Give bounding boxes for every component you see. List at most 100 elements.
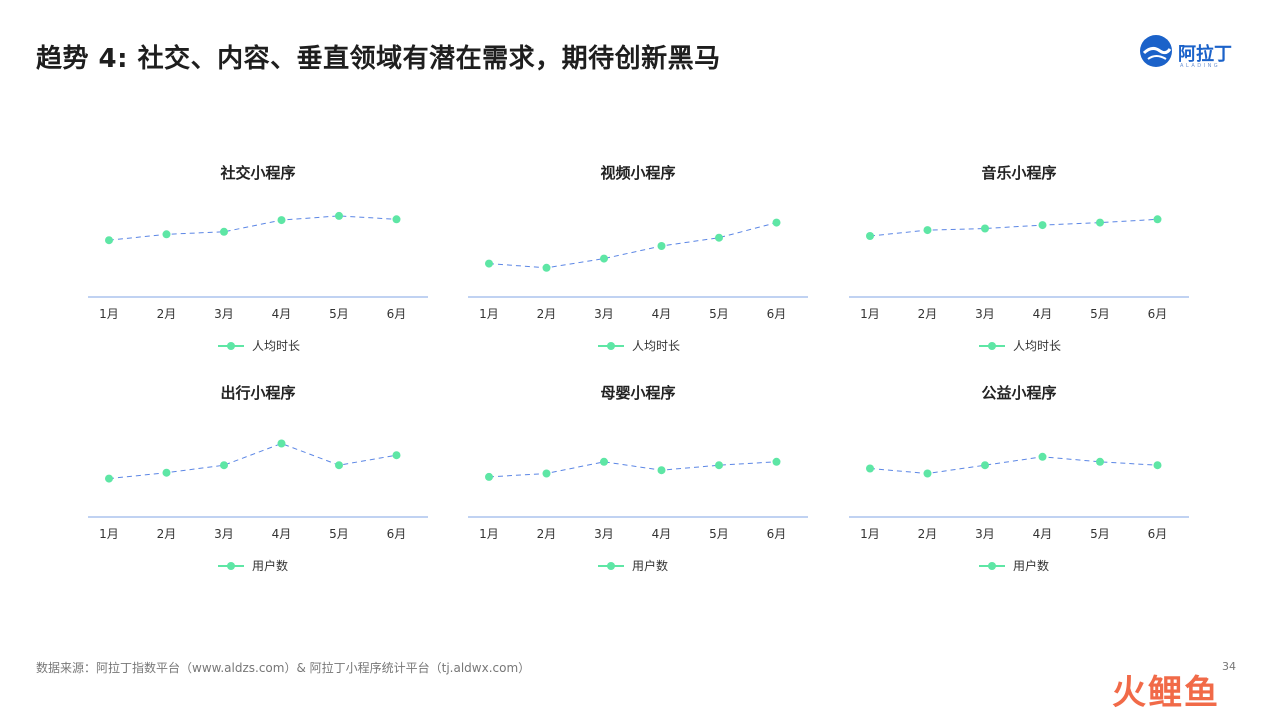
x-tick-label: 2月 [537,527,557,541]
watermark: 火鲤鱼 [1112,673,1220,713]
data-point [1096,457,1104,466]
data-point [600,254,608,263]
legend-label: 用户数 [1013,558,1049,573]
x-tick-label: 5月 [709,307,729,321]
logo-text: 阿拉丁 [1178,44,1232,65]
x-tick-label: 2月 [157,527,177,541]
data-point [542,263,551,272]
legend-marker [607,562,615,570]
data-point [105,236,113,245]
page-title: 趋势 4: 社交、内容、垂直领域有潜在需求，期待创新黑马 [36,44,721,74]
data-point [715,233,723,242]
series-line [108,442,397,480]
x-tick-label: 3月 [975,307,995,321]
data-point [162,230,171,239]
data-point [657,242,666,250]
x-tick-label: 4月 [652,527,672,541]
data-point [277,216,286,225]
x-tick-label: 1月 [99,307,119,321]
data-point [772,218,781,227]
data-point [657,466,666,475]
data-point [277,439,286,448]
data-point [220,227,228,236]
legend-marker [607,342,615,350]
data-point [923,226,932,235]
chart-title: 视频小程序 [600,164,675,182]
x-tick-label: 6月 [1148,527,1168,541]
data-source-note: 数据来源：阿拉丁指数平台（www.aldzs.com）& 阿拉丁小程序统计平台（… [36,661,531,675]
data-point [162,468,171,477]
data-point [485,472,493,481]
x-tick-label: 4月 [652,307,672,321]
legend-label: 用户数 [632,558,668,573]
chart-title: 母婴小程序 [600,384,675,402]
legend-label: 人均时长 [1013,339,1061,353]
x-tick-label: 4月 [272,307,292,321]
x-tick-label: 3月 [214,527,234,541]
x-tick-label: 3月 [594,307,614,321]
x-tick-label: 5月 [709,527,729,541]
page-number: 34 [1222,660,1236,673]
chart-panel: 公益小程序 1月 2月 3月 4月 5月 6月 用户数 [849,370,1229,590]
data-point [1153,461,1162,470]
legend-marker [227,562,235,570]
chart-panel: 音乐小程序 1月 2月 3月 4月 5月 6月 人均时长 [849,150,1229,370]
x-tick-label: 3月 [214,307,234,321]
chart-title: 社交小程序 [219,164,295,182]
x-tick-label: 4月 [1033,307,1053,321]
x-tick-label: 6月 [767,307,787,321]
aladdin-logo: 阿拉丁 ALADING [1138,33,1248,73]
legend-label: 人均时长 [632,339,680,353]
series-line [488,222,777,269]
data-point [981,461,989,470]
chart-panel: 社交小程序 1月 2月 3月 4月 5月 6月 人均时长 [88,150,468,370]
x-tick-label: 6月 [767,527,787,541]
x-tick-label: 4月 [1033,527,1053,541]
chart-panel: 母婴小程序 1月 2月 3月 4月 5月 6月 用户数 [468,370,848,590]
series-line [869,218,1158,237]
x-tick-label: 1月 [479,527,499,541]
series-line [488,461,777,478]
legend-label: 人均时长 [252,339,300,353]
data-point [923,469,932,478]
x-tick-label: 2月 [537,307,557,321]
x-tick-label: 2月 [918,527,938,541]
x-tick-label: 6月 [387,527,407,541]
data-point [335,211,343,220]
legend-label: 用户数 [252,558,288,573]
legend-marker [227,342,235,350]
data-point [392,215,401,224]
data-point [1038,452,1047,461]
x-tick-label: 4月 [272,527,292,541]
data-point [105,474,113,483]
data-point [866,464,874,473]
chart-title: 音乐小程序 [981,164,1056,182]
data-point [542,469,551,478]
x-tick-label: 1月 [479,307,499,321]
data-point [981,224,989,233]
data-point [1038,221,1047,230]
legend-marker [988,562,996,570]
x-tick-label: 2月 [918,307,938,321]
data-point [772,457,781,466]
logo-subtext: ALADING [1180,63,1221,69]
x-tick-label: 5月 [1090,307,1110,321]
x-tick-label: 3月 [975,527,995,541]
chart-title: 公益小程序 [981,384,1056,402]
x-tick-label: 6月 [1148,307,1168,321]
legend-marker [988,342,996,350]
x-tick-label: 2月 [157,307,177,321]
x-tick-label: 1月 [860,527,880,541]
chart-panel: 视频小程序 1月 2月 3月 4月 5月 6月人均时长 [468,150,848,370]
logo-icon [1140,35,1172,67]
data-point [715,461,723,470]
data-point [335,461,343,470]
x-tick-label: 5月 [329,527,349,541]
data-point [485,259,493,268]
